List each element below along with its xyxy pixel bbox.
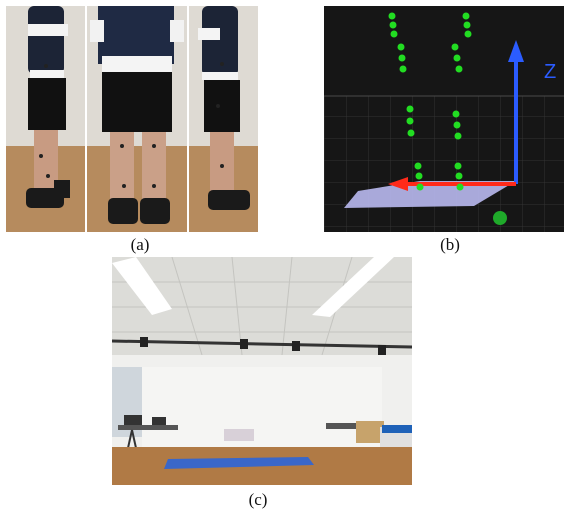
panel-a-image (6, 6, 258, 232)
floor-mat (164, 457, 314, 469)
caption-c: (c) (248, 490, 268, 509)
z-axis-label: Z (544, 61, 556, 83)
caption-b: (b) (440, 235, 460, 254)
marker-points (388, 12, 472, 191)
panel-c-image (112, 257, 412, 485)
origin-marker (493, 211, 507, 225)
subject-front (90, 6, 184, 224)
panel-a-photo (6, 6, 258, 232)
panel-c-photo (112, 257, 412, 485)
subject-side-left (26, 6, 70, 208)
subject-side-right (198, 6, 250, 210)
panel-b-visualization: Z (324, 6, 564, 232)
floor-plate (344, 181, 516, 208)
panel-b-image: Z (324, 6, 564, 232)
caption-a: (a) (130, 235, 150, 254)
